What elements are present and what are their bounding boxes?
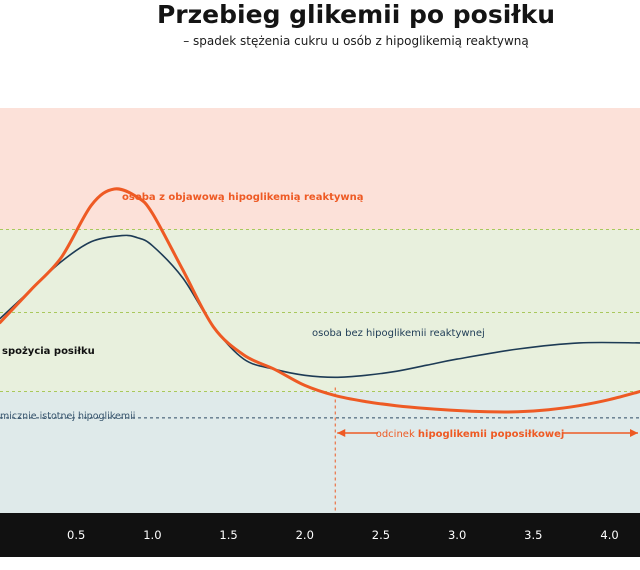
chart-subtitle: – spadek stężenia cukru u osób z hipogli… (183, 34, 529, 48)
orange-curve-label: osoba z objawową hipoglikemią reaktywną (122, 192, 364, 203)
curve-labels: Przebieg glikemii po posiłku – spadek st… (0, 0, 564, 440)
x-tick-label: 0.5 (67, 528, 85, 542)
x-tick-label: 2.0 (296, 528, 314, 542)
hypo-threshold-label: micznie istotnej hipoglikemii (0, 411, 135, 422)
x-tick-label: 2.5 (372, 528, 390, 542)
x-tick-label: 1.5 (219, 528, 237, 542)
navy-curve-label: osoba bez hipoglikemii reaktywnej (312, 328, 485, 339)
x-tick-label: 3.5 (524, 528, 542, 542)
meal-label: spożycia posiłku (2, 346, 95, 357)
segment-arrow-left-head (337, 429, 346, 437)
segment-label-bold: hipoglikemii poposiłkowej (418, 429, 564, 440)
x-tick-label: 1.0 (143, 528, 161, 542)
segment-label: odcinek hipoglikemii poposiłkowej (376, 429, 565, 440)
zone-high (0, 108, 640, 230)
x-axis-bar (0, 513, 640, 557)
x-axis: 0.5 1.0 1.5 2.0 2.5 3.0 3.5 4.0 (0, 513, 640, 557)
curves (0, 187, 640, 414)
navy-curve (0, 234, 640, 379)
zone-normal (0, 229, 640, 392)
orange-curve (0, 187, 640, 414)
x-tick-label: 3.0 (448, 528, 466, 542)
chart-title: Przebieg glikemii po posiłku (157, 0, 555, 29)
hypo-segment-arrow (337, 429, 638, 437)
x-tick-label: 4.0 (600, 528, 618, 542)
segment-arrow-right-head (630, 429, 638, 437)
zone-bands (0, 108, 640, 513)
segment-label-prefix: odcinek (376, 429, 418, 440)
